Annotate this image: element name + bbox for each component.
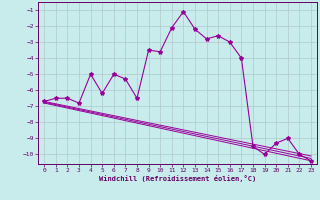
X-axis label: Windchill (Refroidissement éolien,°C): Windchill (Refroidissement éolien,°C)	[99, 175, 256, 182]
